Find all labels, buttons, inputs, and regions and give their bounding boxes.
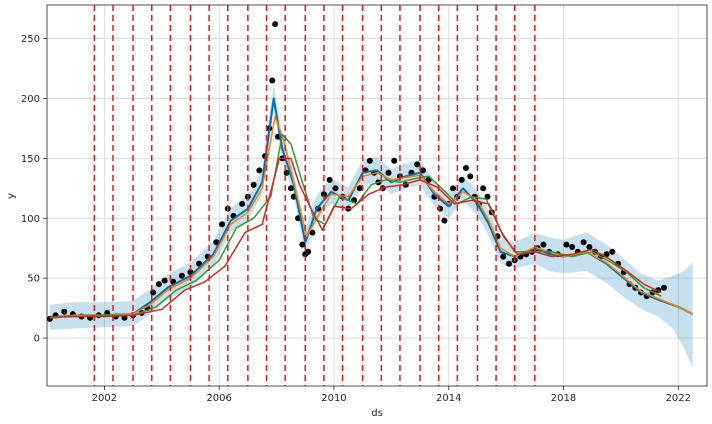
y-tick-label: 200 xyxy=(21,94,40,105)
observed-point xyxy=(161,277,168,284)
y-axis-label: y xyxy=(6,193,17,199)
observed-point xyxy=(272,21,279,28)
observed-point xyxy=(178,272,185,279)
observed-point xyxy=(239,200,246,207)
observed-point xyxy=(419,167,426,174)
x-tick-label: 2010 xyxy=(321,393,346,404)
x-tick-label: 2018 xyxy=(551,393,576,404)
y-tick-label: 0 xyxy=(34,334,40,345)
x-tick-label: 2002 xyxy=(92,393,117,404)
observed-point xyxy=(332,185,339,192)
observed-point xyxy=(391,157,398,164)
x-tick-label: 2014 xyxy=(436,393,461,404)
observed-point xyxy=(385,169,392,176)
observed-point xyxy=(356,185,363,192)
observed-point xyxy=(287,185,294,192)
observed-point xyxy=(500,253,507,260)
observed-point xyxy=(414,161,421,168)
observed-point xyxy=(283,169,290,176)
observed-point xyxy=(150,289,157,296)
observed-point xyxy=(155,281,162,288)
observed-point xyxy=(480,185,487,192)
observed-point xyxy=(366,157,373,164)
observed-point xyxy=(458,176,465,183)
observed-point xyxy=(309,229,316,236)
observed-point xyxy=(250,181,257,188)
observed-point xyxy=(506,260,512,267)
x-tick-label: 2006 xyxy=(206,393,231,404)
observed-point xyxy=(467,173,474,180)
y-tick-label: 100 xyxy=(21,214,40,225)
x-axis-label: ds xyxy=(371,408,383,419)
plot-background xyxy=(47,5,707,386)
observed-point xyxy=(320,191,327,198)
series-line-3 xyxy=(49,133,662,319)
observed-point xyxy=(569,244,576,251)
observed-point xyxy=(609,248,616,255)
observed-point xyxy=(305,248,312,255)
observed-point xyxy=(450,185,457,192)
plot-frame xyxy=(46,4,708,387)
observed-point xyxy=(540,241,547,248)
observed-point xyxy=(441,217,448,224)
observed-point xyxy=(586,244,593,251)
grid xyxy=(47,5,707,386)
observed-point xyxy=(462,164,469,171)
observed-point xyxy=(326,176,333,183)
ticks-layer: 2002 2006 2010 2014 2018 2022 0 50 100 150 200 250 xyxy=(21,34,691,404)
series-lines-layer xyxy=(49,97,694,319)
observed-point xyxy=(563,241,570,248)
series-line-4 xyxy=(49,157,662,318)
y-tick-label: 250 xyxy=(21,34,40,45)
observed-point xyxy=(299,241,306,248)
y-tick-label: 150 xyxy=(21,154,40,165)
observed-point xyxy=(603,251,610,258)
y-tick-label: 50 xyxy=(27,274,40,285)
x-tick-label: 2022 xyxy=(666,393,691,404)
observed-point xyxy=(256,167,263,174)
observed-point xyxy=(580,239,587,246)
changepoints-layer xyxy=(93,5,536,386)
observed-point xyxy=(484,193,491,200)
observed-point xyxy=(61,308,68,315)
observed-point xyxy=(269,77,276,84)
observed-point xyxy=(660,284,667,291)
observed-point xyxy=(219,221,226,228)
